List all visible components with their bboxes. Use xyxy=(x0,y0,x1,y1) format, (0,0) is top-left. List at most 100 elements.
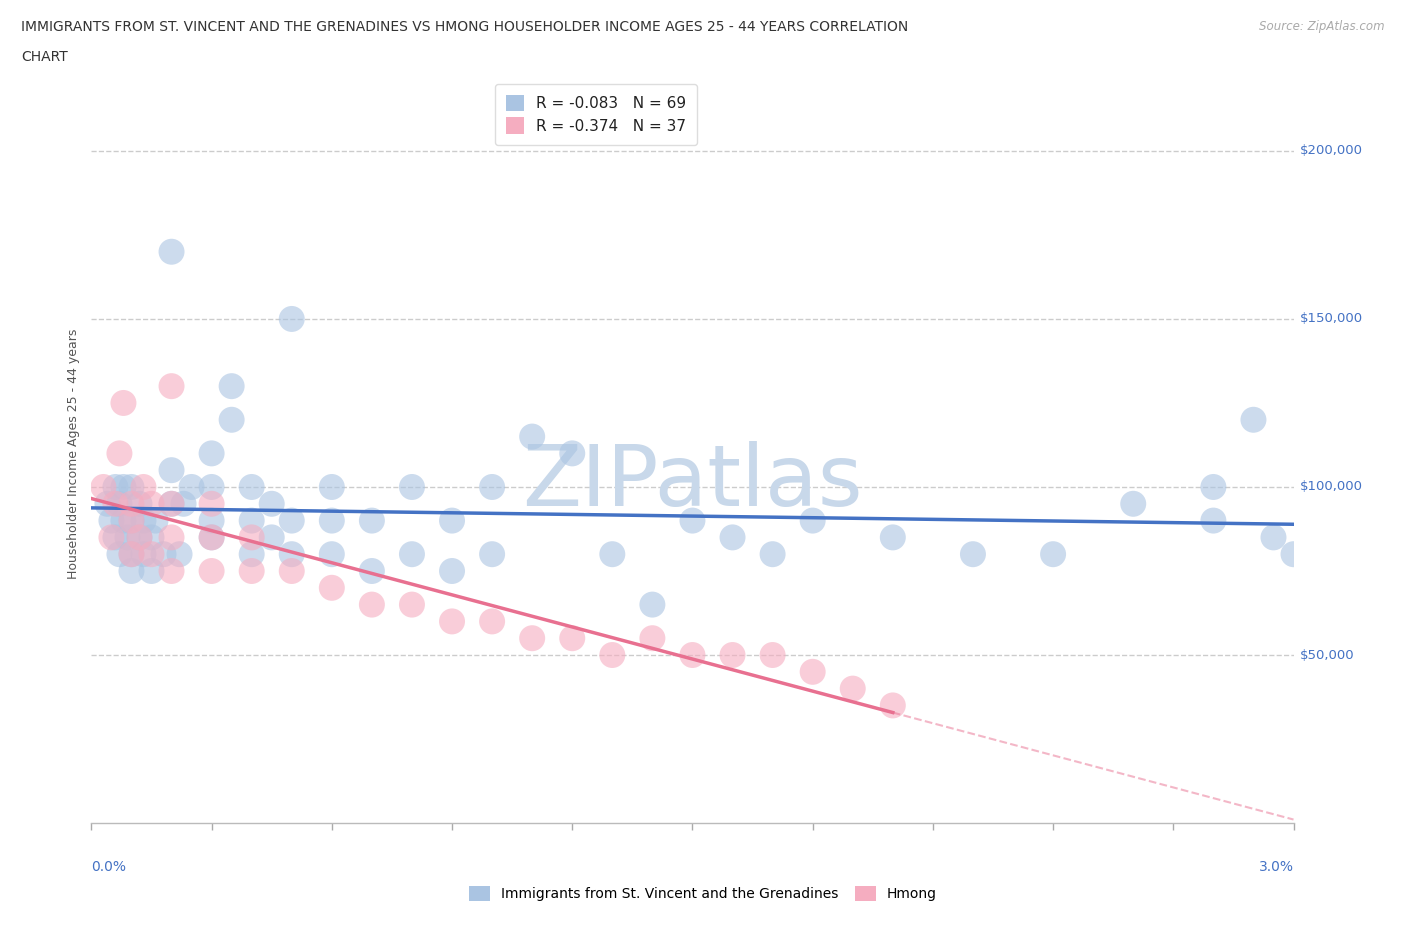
Point xyxy=(121,497,143,512)
Point xyxy=(221,412,243,427)
Point xyxy=(1282,547,1305,562)
Point xyxy=(641,631,664,645)
Point xyxy=(152,547,174,562)
Point xyxy=(100,530,122,545)
Point xyxy=(401,547,423,562)
Point xyxy=(240,480,263,495)
Point xyxy=(145,513,167,528)
Point xyxy=(201,497,224,512)
Point xyxy=(481,614,503,629)
Point xyxy=(108,497,131,512)
Point xyxy=(96,497,118,512)
Point xyxy=(117,530,139,545)
Point xyxy=(141,547,163,562)
Text: $100,000: $100,000 xyxy=(1299,481,1362,494)
Point xyxy=(128,530,150,545)
Point xyxy=(520,429,543,444)
Point xyxy=(132,547,155,562)
Point xyxy=(721,647,744,662)
Point xyxy=(240,564,263,578)
Point xyxy=(141,497,163,512)
Text: 0.0%: 0.0% xyxy=(91,860,127,874)
Point xyxy=(108,547,131,562)
Point xyxy=(882,698,904,713)
Point xyxy=(1263,530,1285,545)
Point xyxy=(201,480,224,495)
Point xyxy=(221,379,243,393)
Point xyxy=(240,513,263,528)
Text: ZIPatlas: ZIPatlas xyxy=(522,442,863,525)
Point xyxy=(240,530,263,545)
Point xyxy=(681,647,703,662)
Text: Source: ZipAtlas.com: Source: ZipAtlas.com xyxy=(1260,20,1385,33)
Point xyxy=(121,513,143,528)
Point xyxy=(401,597,423,612)
Point xyxy=(1243,412,1265,427)
Point xyxy=(561,631,583,645)
Point xyxy=(440,513,463,528)
Point xyxy=(240,547,263,562)
Point xyxy=(112,513,135,528)
Text: $50,000: $50,000 xyxy=(1299,648,1354,661)
Point xyxy=(260,497,283,512)
Legend: R = -0.083   N = 69, R = -0.374   N = 37: R = -0.083 N = 69, R = -0.374 N = 37 xyxy=(495,84,697,145)
Point xyxy=(281,513,304,528)
Point xyxy=(132,480,155,495)
Point xyxy=(201,530,224,545)
Point xyxy=(104,480,127,495)
Point xyxy=(281,547,304,562)
Point xyxy=(93,480,115,495)
Point xyxy=(201,530,224,545)
Point xyxy=(100,513,122,528)
Point xyxy=(762,647,785,662)
Point xyxy=(602,547,624,562)
Text: CHART: CHART xyxy=(21,50,67,64)
Point xyxy=(260,530,283,545)
Point xyxy=(201,445,224,460)
Point xyxy=(360,564,382,578)
Point xyxy=(169,547,191,562)
Point xyxy=(602,647,624,662)
Point xyxy=(321,513,343,528)
Point xyxy=(121,513,143,528)
Point xyxy=(321,480,343,495)
Point xyxy=(801,664,824,679)
Point xyxy=(128,497,150,512)
Point xyxy=(440,564,463,578)
Point xyxy=(160,497,183,512)
Point xyxy=(180,480,202,495)
Point xyxy=(160,463,183,478)
Text: 3.0%: 3.0% xyxy=(1258,860,1294,874)
Text: $200,000: $200,000 xyxy=(1299,144,1362,157)
Point xyxy=(641,597,664,612)
Point xyxy=(321,580,343,595)
Point xyxy=(160,497,183,512)
Point xyxy=(104,530,127,545)
Point xyxy=(160,564,183,578)
Point xyxy=(160,245,183,259)
Point xyxy=(401,480,423,495)
Point xyxy=(721,530,744,545)
Point xyxy=(112,395,135,410)
Point xyxy=(561,445,583,460)
Point xyxy=(201,513,224,528)
Point xyxy=(141,564,163,578)
Text: $150,000: $150,000 xyxy=(1299,312,1362,326)
Point xyxy=(160,530,183,545)
Point xyxy=(762,547,785,562)
Point xyxy=(962,547,984,562)
Point xyxy=(132,513,155,528)
Point xyxy=(281,312,304,326)
Point xyxy=(104,497,127,512)
Point xyxy=(1042,547,1064,562)
Point xyxy=(121,547,143,562)
Point xyxy=(160,379,183,393)
Point xyxy=(121,480,143,495)
Text: IMMIGRANTS FROM ST. VINCENT AND THE GRENADINES VS HMONG HOUSEHOLDER INCOME AGES : IMMIGRANTS FROM ST. VINCENT AND THE GREN… xyxy=(21,20,908,34)
Point xyxy=(141,530,163,545)
Y-axis label: Householder Income Ages 25 - 44 years: Householder Income Ages 25 - 44 years xyxy=(67,328,80,578)
Point xyxy=(128,530,150,545)
Point xyxy=(801,513,824,528)
Point xyxy=(882,530,904,545)
Point xyxy=(841,681,863,696)
